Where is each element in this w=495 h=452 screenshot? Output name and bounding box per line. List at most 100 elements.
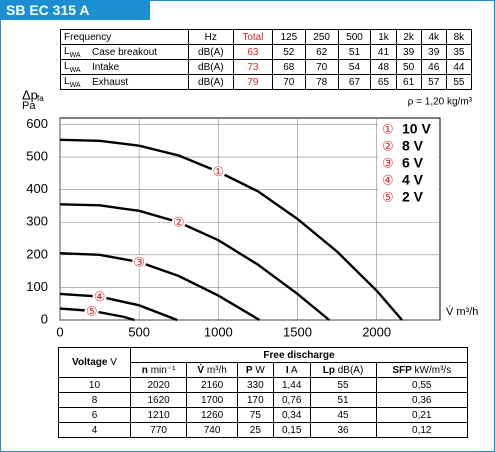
curve bbox=[59, 307, 135, 322]
cell: 65 bbox=[370, 74, 397, 90]
row-quantity: LWA bbox=[60, 74, 89, 90]
cell: 0,76 bbox=[272, 392, 311, 408]
column-header: V̇ m³/h bbox=[186, 362, 238, 378]
cell: 2020 bbox=[129, 377, 188, 393]
header-unit: kW/m³/s bbox=[414, 364, 452, 376]
sound-table: Frequency Hz Total 125 250 500 1k 2k 4k 8k LWA Case… bbox=[60, 29, 473, 90]
cell: 1210 bbox=[129, 407, 188, 423]
cell: 0,21 bbox=[375, 407, 469, 423]
data-row: 8 1620 1700 170 0,76 51 0,36 bbox=[58, 392, 469, 408]
legend-label: 8 V bbox=[402, 138, 424, 154]
cell: 1700 bbox=[186, 392, 238, 408]
row-unit: dB(A) bbox=[187, 74, 234, 90]
curve bbox=[59, 203, 330, 321]
header-name: Lp bbox=[322, 364, 335, 376]
data-row: LWA Case breakout dB(A) 63 52 62 51 41 39 39 35 bbox=[60, 44, 473, 60]
legend-marker: ② bbox=[382, 138, 394, 153]
data-row: 4 770 740 25 0,15 36 0,12 bbox=[58, 422, 469, 438]
curve-marker: ③ bbox=[133, 254, 145, 269]
y-tick-label: 400 bbox=[26, 181, 48, 196]
group-header: Free discharge bbox=[129, 347, 469, 363]
header-unit: W bbox=[255, 364, 265, 376]
y-tick-label: 300 bbox=[26, 214, 48, 229]
cell: 0,55 bbox=[375, 377, 469, 393]
cell: 0,15 bbox=[272, 422, 311, 438]
curve-marker-bg bbox=[211, 164, 226, 179]
legend-label: 4 V bbox=[402, 172, 424, 188]
curve bbox=[59, 252, 261, 322]
header-unit: A bbox=[290, 364, 298, 376]
y-tick-label: 0 bbox=[41, 311, 48, 326]
header-name: n bbox=[141, 364, 148, 376]
cell: 4 bbox=[58, 422, 131, 438]
cell: 740 bbox=[186, 422, 238, 438]
legend-box bbox=[378, 119, 438, 210]
x-tick-label: 2000 bbox=[362, 324, 391, 339]
curve-marker-bg bbox=[84, 303, 99, 318]
header-name: Voltage bbox=[72, 357, 108, 368]
cell: 36 bbox=[309, 422, 377, 438]
quantity-sub: WA bbox=[69, 51, 81, 59]
header-unit: m³/h bbox=[206, 364, 227, 376]
data-row: 6 1210 1260 75 0,34 45 0,21 bbox=[58, 407, 469, 423]
cell: 55 bbox=[445, 74, 473, 90]
legend-marker: ⑤ bbox=[382, 189, 394, 204]
y-tick-label: 100 bbox=[26, 279, 48, 294]
curve-marker-bg bbox=[171, 215, 186, 230]
curve bbox=[59, 292, 178, 322]
cell: 8 bbox=[58, 392, 131, 408]
curve bbox=[59, 138, 403, 321]
cell: 51 bbox=[309, 392, 377, 408]
header-name: SFP bbox=[392, 364, 412, 376]
quantity-sub: WA bbox=[69, 66, 81, 74]
y-label: Δp bbox=[22, 87, 38, 102]
header-row: Voltage V Free discharge bbox=[58, 347, 469, 378]
curve-marker: ⑤ bbox=[86, 303, 98, 318]
quantity: L bbox=[64, 45, 70, 57]
cell: 10 bbox=[58, 377, 131, 393]
x-label: V̇ m³/h bbox=[446, 305, 478, 318]
header-row: Frequency Hz Total 125 250 500 1k 2k 4k 8k bbox=[60, 29, 473, 45]
title: SB EC 315 A bbox=[0, 0, 150, 20]
cell: 79 bbox=[232, 74, 273, 90]
curve-marker-bg bbox=[92, 289, 107, 304]
chart: Δp fa Pa ρ = 1,20 kg/m³ V̇ m³/h 0 100 200 3… bbox=[22, 87, 478, 339]
cell: 170 bbox=[236, 392, 274, 408]
cell: 2160 bbox=[186, 377, 238, 393]
data-row: LWA Exhaust dB(A) 79 70 78 67 65 61 57 55 bbox=[60, 74, 473, 90]
cell: 0,34 bbox=[272, 407, 311, 423]
discharge-table: Voltage V Free discharge n min⁻¹ V̇ m³/h P W… bbox=[58, 347, 469, 438]
y-tick-label: 500 bbox=[26, 149, 48, 164]
y-label-sub: fa bbox=[37, 94, 44, 103]
cell: 75 bbox=[236, 407, 274, 423]
legend-marker: ① bbox=[382, 121, 394, 136]
cell: 55 bbox=[309, 377, 377, 393]
cell: 330 bbox=[236, 377, 274, 393]
column-header: n min⁻¹ bbox=[129, 362, 188, 378]
density-note: ρ = 1,20 kg/m³ bbox=[408, 97, 473, 108]
legend-marker: ④ bbox=[382, 172, 394, 187]
header-unit: dB(A) bbox=[337, 364, 364, 376]
cell: 1620 bbox=[129, 392, 188, 408]
curve-marker: ① bbox=[213, 164, 225, 179]
curve-marker: ② bbox=[173, 215, 185, 230]
data-row: 10 2020 2160 330 1,44 55 0,55 bbox=[58, 377, 469, 393]
header-unit: min⁻¹ bbox=[150, 364, 176, 376]
y-tick-label: 600 bbox=[26, 116, 48, 131]
column-header: SFP kW/m³/s bbox=[375, 362, 469, 378]
cell: 0,36 bbox=[375, 392, 469, 408]
y-unit: Pa bbox=[22, 100, 36, 112]
cell: 45 bbox=[309, 407, 377, 423]
header-unit: V bbox=[110, 357, 117, 368]
header-name: P bbox=[245, 364, 253, 376]
cell: 25 bbox=[236, 422, 274, 438]
x-tick-label: 0 bbox=[56, 324, 63, 339]
header-name: V̇ bbox=[197, 364, 205, 376]
cell: 6 bbox=[58, 407, 131, 423]
column-header: Voltage V bbox=[58, 347, 131, 378]
header-name: I bbox=[285, 364, 289, 376]
legend-label: 6 V bbox=[402, 155, 424, 171]
quantity: L bbox=[64, 60, 70, 72]
curve-marker-bg bbox=[132, 255, 147, 270]
